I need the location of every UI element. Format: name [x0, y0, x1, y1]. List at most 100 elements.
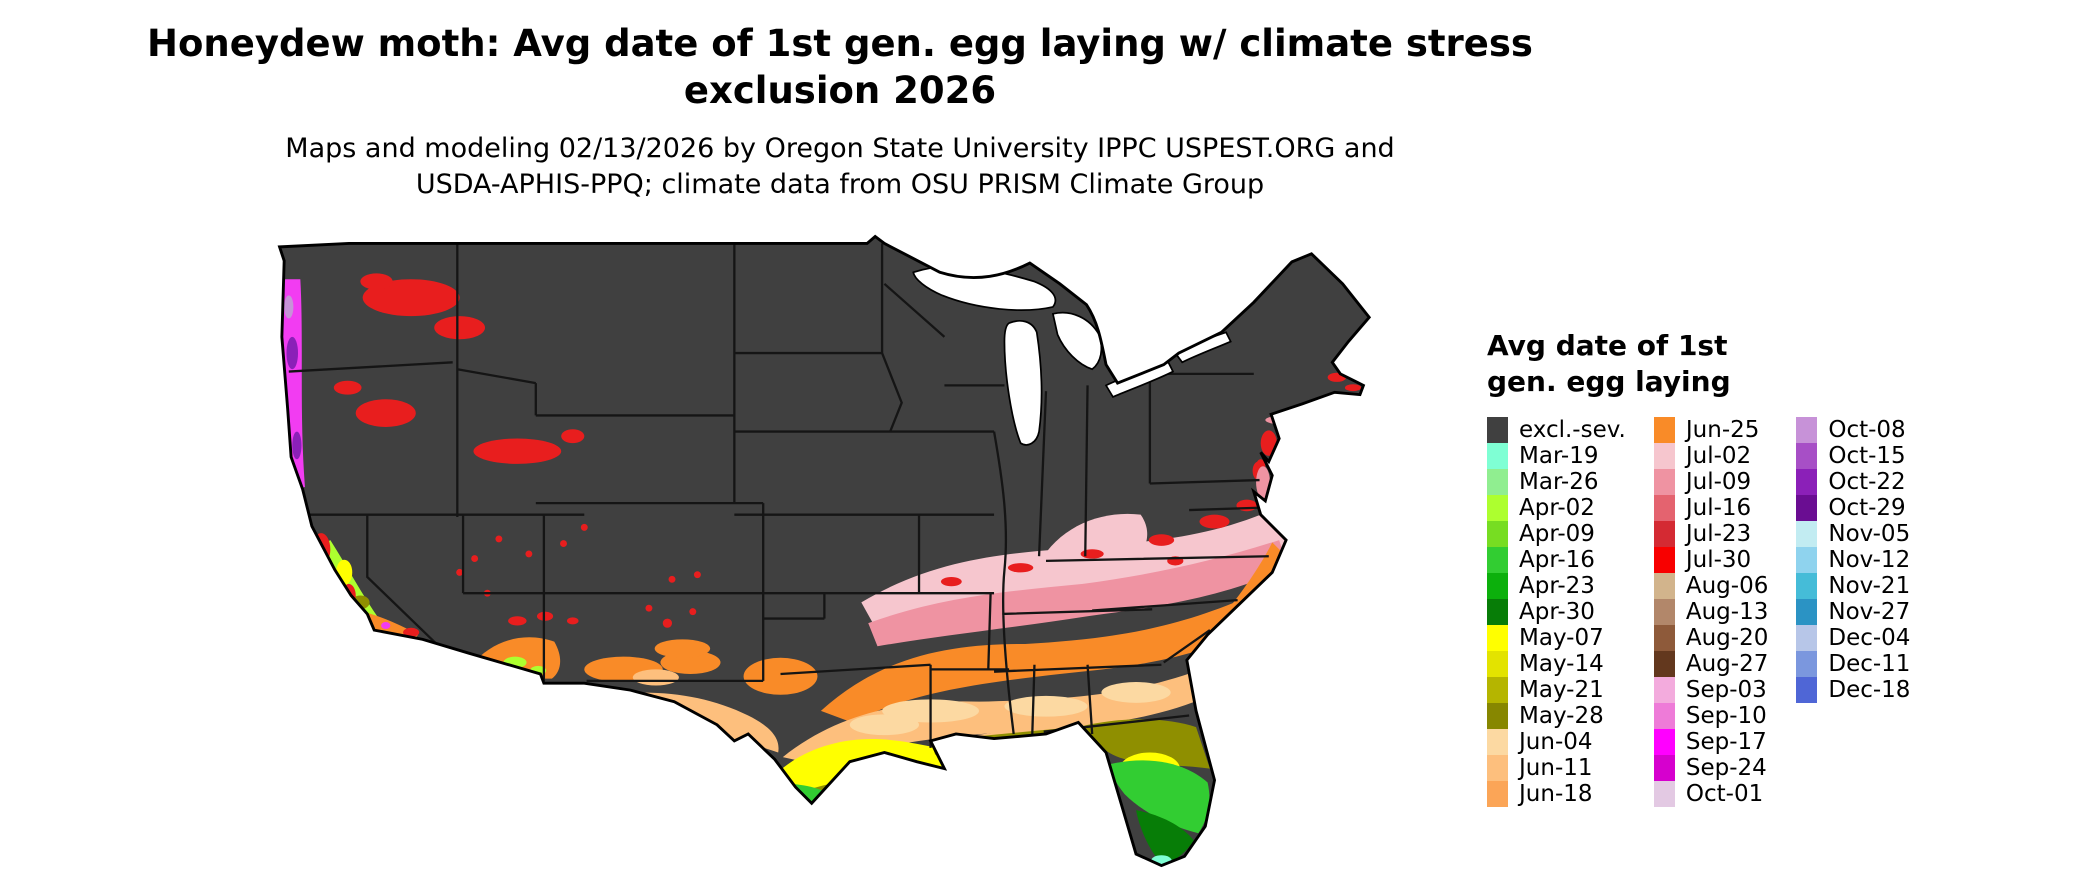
us-map-svg [277, 234, 1372, 868]
legend-item: Nov-12 [1796, 546, 1911, 573]
legend-item: Apr-16 [1487, 546, 1626, 573]
legend-swatch [1653, 780, 1675, 807]
legend-swatch [1653, 728, 1675, 755]
legend-label: Sep-10 [1685, 702, 1767, 729]
legend-item: May-21 [1487, 676, 1626, 703]
legend-label: Dec-11 [1828, 650, 1911, 677]
legend-label: Nov-12 [1828, 546, 1911, 573]
legend-item: Jun-11 [1487, 754, 1626, 781]
legend-title-line1: Avg date of 1st [1487, 329, 1728, 362]
legend-swatch [1487, 494, 1508, 521]
us-map [238, 210, 1450, 884]
legend-label: Apr-23 [1519, 572, 1595, 599]
legend-swatch [1796, 546, 1818, 573]
legend-label: Oct-22 [1828, 468, 1906, 495]
legend-label: Jul-16 [1685, 494, 1752, 521]
map-speckles-red [456, 372, 1362, 628]
legend-swatch [1487, 520, 1508, 547]
legend-label: Apr-30 [1519, 598, 1595, 625]
legend-label: Jun-25 [1685, 416, 1760, 443]
legend-swatch [1796, 468, 1818, 495]
legend-swatch [1653, 468, 1675, 495]
legend-label: Oct-01 [1685, 780, 1764, 807]
legend-item: excl.-sev. [1487, 416, 1626, 443]
legend-item: Nov-27 [1796, 598, 1911, 625]
legend-swatch [1487, 728, 1508, 755]
legend-swatch [1487, 442, 1508, 469]
legend-label: Jul-09 [1685, 468, 1752, 495]
legend-swatch [1653, 416, 1675, 443]
legend-label: Nov-05 [1828, 520, 1911, 547]
legend-label: Mar-26 [1519, 468, 1599, 495]
legend-item: Oct-22 [1796, 468, 1910, 495]
legend-label: Apr-02 [1519, 494, 1595, 521]
great-lakes [912, 265, 1232, 446]
legend-swatch [1796, 442, 1818, 469]
legend-item: Jun-18 [1487, 780, 1626, 807]
map-region-inland-nw-red [333, 273, 585, 464]
legend-swatch [1653, 676, 1675, 703]
map-region-south-texas-green [759, 783, 839, 845]
legend-swatch [1796, 494, 1818, 521]
legend-item: Apr-02 [1487, 494, 1626, 521]
legend-column: excl.-sev. Mar-19 Mar-26 Apr-02 Apr-09 Apr-16… [1487, 416, 1626, 807]
legend-label: Nov-27 [1828, 598, 1911, 625]
legend-item: Apr-30 [1487, 598, 1626, 625]
header: Honeydew moth: Avg date of 1st gen. egg … [0, 20, 1680, 204]
legend-swatch [1487, 624, 1508, 651]
map-title-line2: exclusion 2026 [683, 69, 997, 113]
legend-title-line2: gen. egg laying [1487, 365, 1731, 399]
legend-column: Oct-08 Oct-15 Oct-22 Oct-29 Nov-05 Nov-12 Nov-… [1796, 416, 1911, 703]
legend-swatch [1487, 650, 1508, 677]
legend-item: Apr-09 [1487, 520, 1626, 547]
map-title-line1: Honeydew moth: Avg date of 1st gen. egg … [147, 22, 1533, 65]
legend-item: May-07 [1487, 624, 1626, 651]
legend-swatch [1653, 494, 1675, 521]
legend-item: Aug-06 [1653, 572, 1769, 599]
legend-label: May-14 [1519, 650, 1604, 677]
legend-item: Dec-11 [1796, 650, 1911, 677]
legend-item: Aug-27 [1653, 650, 1769, 677]
legend: Avg date of 1st gen. egg laying excl.-se… [1487, 328, 1910, 807]
legend-item: Oct-15 [1796, 442, 1910, 469]
map-subtitle-line1: Maps and modeling 02/13/2026 by Oregon S… [285, 132, 1395, 164]
legend-item: Sep-17 [1653, 728, 1768, 755]
legend-swatch [1653, 546, 1675, 573]
map-subtitle: Maps and modeling 02/13/2026 by Oregon S… [0, 131, 1680, 204]
legend-swatch [1487, 572, 1508, 599]
legend-item: Aug-20 [1653, 624, 1768, 651]
legend-label: Jun-04 [1519, 728, 1593, 755]
legend-item: Dec-18 [1796, 676, 1911, 703]
legend-label: Aug-06 [1685, 572, 1769, 599]
legend-label: Apr-09 [1519, 520, 1595, 547]
state-borders [286, 243, 1269, 748]
legend-item: Apr-23 [1487, 572, 1626, 599]
legend-label: Jul-02 [1685, 442, 1752, 469]
map-region-florida [1110, 752, 1210, 866]
legend-label: Aug-27 [1685, 650, 1769, 677]
legend-swatch [1487, 676, 1508, 703]
legend-label: excl.-sev. [1519, 416, 1626, 443]
legend-swatch [1796, 676, 1818, 703]
us-outline [277, 234, 1372, 868]
legend-label: Dec-18 [1828, 676, 1911, 703]
legend-swatch [1487, 780, 1508, 807]
legend-swatch [1796, 624, 1818, 651]
legend-swatch [1796, 416, 1818, 443]
legend-columns: excl.-sev. Mar-19 Mar-26 Apr-02 Apr-09 Apr-16… [1487, 416, 1911, 807]
legend-item: Dec-04 [1796, 624, 1910, 651]
legend-item: Mar-19 [1487, 442, 1626, 469]
legend-label: Sep-03 [1685, 676, 1767, 703]
legend-item: Jul-09 [1653, 468, 1768, 495]
legend-label: Oct-08 [1828, 416, 1906, 443]
legend-label: Oct-29 [1828, 494, 1906, 521]
legend-swatch [1653, 624, 1675, 651]
legend-label: Jun-11 [1519, 754, 1593, 781]
legend-item: Sep-24 [1653, 754, 1768, 781]
legend-item: Oct-08 [1796, 416, 1910, 443]
legend-swatch [1653, 650, 1675, 677]
legend-item: May-14 [1487, 650, 1626, 677]
legend-item: Sep-10 [1653, 702, 1768, 729]
legend-label: Jul-30 [1685, 546, 1752, 573]
legend-item: Jul-30 [1653, 546, 1768, 573]
